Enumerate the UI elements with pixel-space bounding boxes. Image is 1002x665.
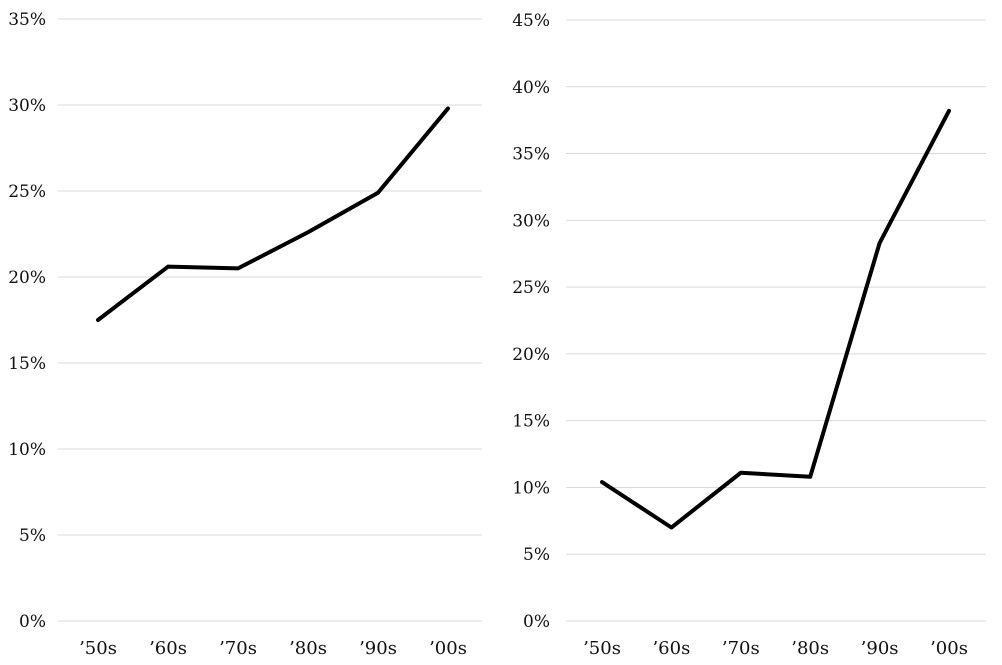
- chart-2-x-tick-label: ’80s: [791, 638, 829, 659]
- chart-1-x-tick-label: ’90s: [359, 638, 397, 659]
- chart-1-y-tick-label: 0%: [19, 612, 46, 632]
- chart-1-x-tick-label: ’60s: [149, 638, 187, 659]
- chart-2-y-tick-label: 0%: [523, 612, 550, 632]
- chart-1-y-tick-label: 30%: [8, 96, 46, 116]
- chart-1-y-tick-label: 5%: [19, 526, 46, 546]
- chart-2-x-tick-label: ’90s: [861, 638, 899, 659]
- chart-1-x-tick-label: ’70s: [219, 638, 257, 659]
- chart-1-x-tick-label: ’00s: [429, 638, 467, 659]
- chart-1-x-tick-label: ’80s: [289, 638, 327, 659]
- chart-2-y-tick-label: 5%: [523, 545, 550, 565]
- chart-2-y-tick-label: 20%: [512, 345, 550, 365]
- chart-1: 0% 5% 10% 15% 20% 25% 30% 35% ’50s ’60s ’70s ’80s ’9…: [8, 10, 482, 659]
- chart-2-x-tick-label: ’60s: [652, 638, 690, 659]
- chart-2-y-tick-label: 15%: [512, 412, 550, 432]
- chart-2-y-tick-label: 25%: [512, 278, 550, 298]
- chart-2-y-tick-label: 30%: [512, 211, 550, 231]
- chart-1-y-tick-label: 10%: [8, 440, 46, 460]
- chart-2-x-tick-label: ’70s: [722, 638, 760, 659]
- chart-1-series-line: [96, 106, 450, 322]
- chart-2-y-tick-label: 10%: [512, 478, 550, 498]
- chart-2-y-tick-label: 35%: [512, 145, 550, 165]
- chart-1-y-tick-label: 15%: [8, 354, 46, 374]
- chart-1-y-tick-label: 20%: [8, 268, 46, 288]
- chart-2-y-tick-label: 45%: [512, 11, 550, 31]
- chart-1-y-tick-label: 25%: [8, 182, 46, 202]
- chart-1-y-tick-label: 35%: [8, 10, 46, 30]
- chart-1-x-tick-label: ’50s: [79, 638, 117, 659]
- chart-2-x-tick-label: ’00s: [930, 638, 968, 659]
- chart-2-y-tick-label: 40%: [512, 78, 550, 98]
- chart-2-x-tick-label: ’50s: [583, 638, 621, 659]
- chart-2-series-line: [600, 108, 951, 530]
- chart-2: 0% 5% 10% 15% 20% 25% 30% 35% 40% 45% ’50s ’60s ’70s…: [512, 11, 986, 659]
